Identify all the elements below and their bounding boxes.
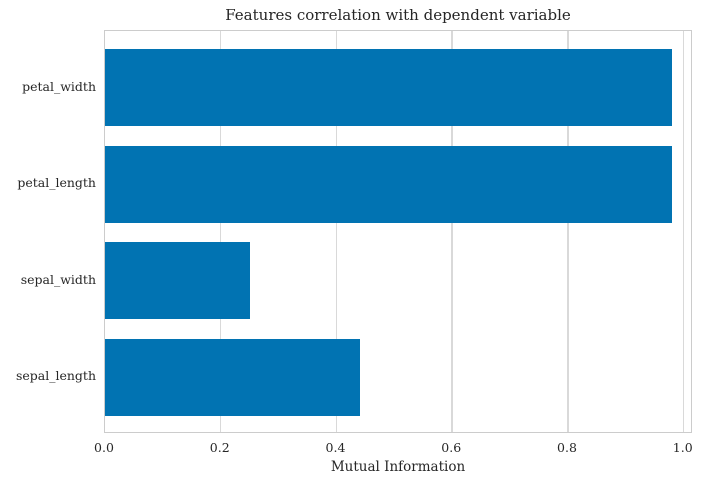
x-gridline xyxy=(682,31,685,432)
y-tick-label: petal_length xyxy=(17,175,96,191)
x-gridline xyxy=(451,31,453,432)
bar-sepal_length xyxy=(105,338,360,416)
chart-title: Features correlation with dependent vari… xyxy=(225,6,571,24)
x-tick-label: 0.8 xyxy=(557,440,577,455)
x-gridline xyxy=(335,31,338,432)
x-tick-label: 0.6 xyxy=(441,440,462,455)
x-tick-label: 0.2 xyxy=(209,440,230,455)
x-gridline xyxy=(219,31,222,432)
x-axis-label: Mutual Information xyxy=(330,459,466,475)
x-tick-label: 1.0 xyxy=(672,440,693,455)
plot-area xyxy=(104,30,692,433)
y-tick-label: sepal_width xyxy=(20,271,96,287)
x-tick-label: 0.4 xyxy=(325,440,346,455)
y-tick-label: sepal_length xyxy=(15,368,96,384)
bar-sepal_width xyxy=(105,242,250,320)
y-tick-label: petal_width xyxy=(22,78,96,94)
x-tick-label: 0.0 xyxy=(94,440,114,455)
bar-petal_width xyxy=(105,49,673,127)
bar-petal_length xyxy=(105,145,673,223)
x-gridline xyxy=(567,31,569,432)
